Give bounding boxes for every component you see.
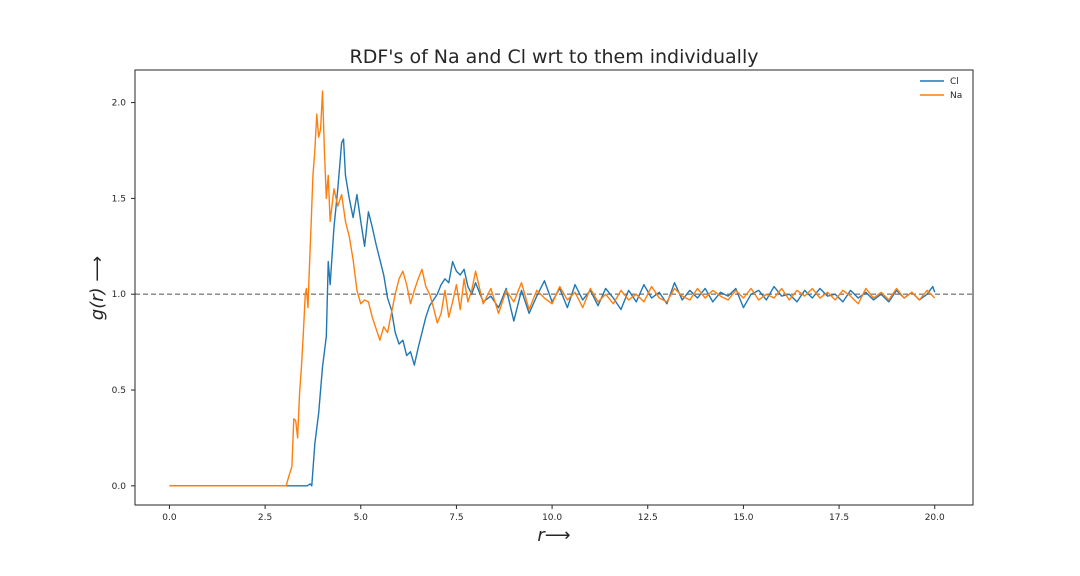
legend-label-cl: Cl [950, 77, 959, 87]
chart-title: RDF's of Na and Cl wrt to them individua… [350, 46, 759, 68]
legend: Cl Na [920, 77, 962, 101]
x-tick-label: 5.0 [354, 513, 369, 523]
y-tick-label: 2.0 [112, 99, 127, 109]
x-tick-label: 2.5 [258, 513, 272, 523]
y-tick-label: 0.5 [112, 386, 126, 396]
x-tick-label: 20.0 [925, 513, 945, 523]
x-tick-label: 0.0 [162, 513, 177, 523]
y-tick-label: 0.0 [112, 482, 127, 492]
series-line-na [169, 90, 936, 487]
axes-frame [134, 69, 974, 506]
plot-area [135, 90, 973, 487]
axes: 0.0 2.5 5.0 7.5 10.0 12.5 15.0 17.5 20.0 0.0 0.5 1.… [112, 69, 974, 523]
y-axis-label: g(r) ⟶ [87, 256, 108, 320]
x-tick-label: 17.5 [829, 513, 849, 523]
x-tick-label: 15.0 [733, 513, 753, 523]
legend-label-na: Na [950, 91, 962, 101]
y-tick-label: 1.5 [112, 194, 126, 204]
x-axis-label: r⟶ [537, 525, 570, 546]
x-tick-label: 12.5 [638, 513, 658, 523]
x-tick-label: 7.5 [449, 513, 463, 523]
y-tick-label: 1.0 [112, 290, 127, 300]
series-line-cl [169, 138, 936, 487]
x-tick-label: 10.0 [542, 513, 562, 523]
